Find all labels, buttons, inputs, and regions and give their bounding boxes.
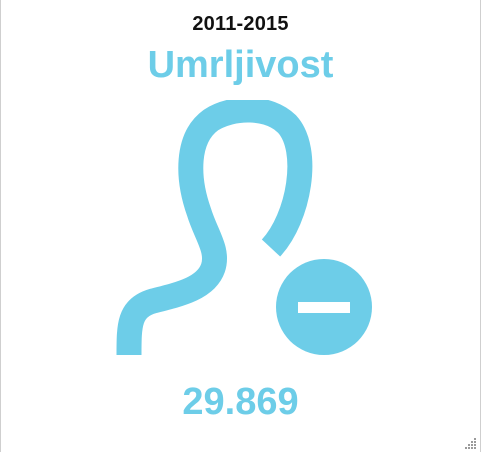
metric-title: Umrljivost — [147, 44, 334, 86]
minus-sign — [298, 302, 350, 313]
user-minus-icon — [101, 100, 381, 370]
period-label: 2011-2015 — [192, 13, 289, 35]
resize-grip-icon[interactable] — [463, 436, 477, 450]
person-outline-icon — [116, 100, 313, 356]
metric-value: 29.869 — [182, 381, 299, 423]
